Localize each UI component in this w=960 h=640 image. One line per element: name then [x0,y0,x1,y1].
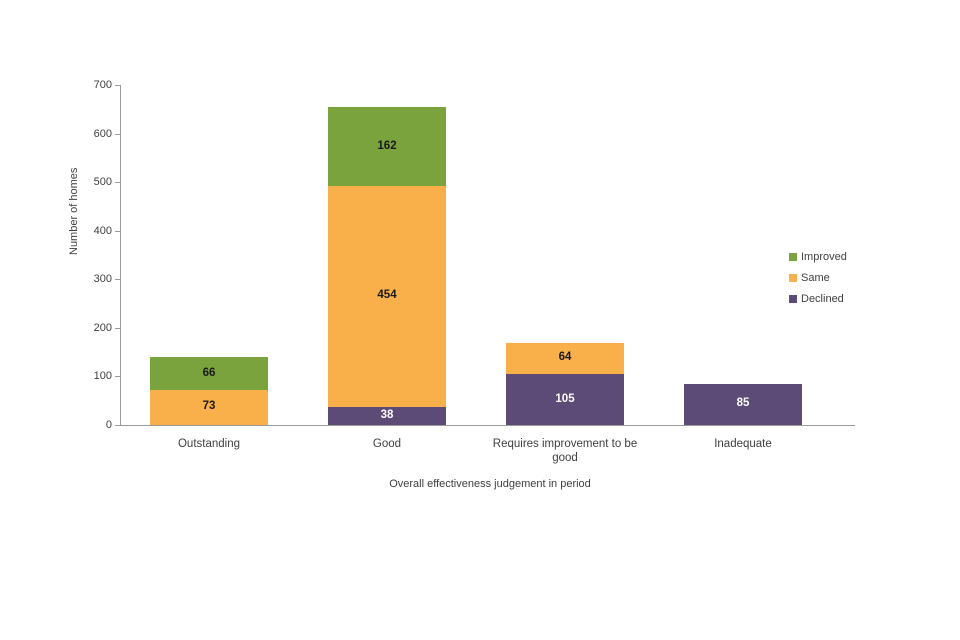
legend-label: Improved [801,250,847,263]
y-tick-label: 500 [93,176,112,189]
y-tick-mark [115,230,120,232]
y-tick-mark [115,133,120,135]
y-tick-mark [115,425,120,426]
bar-segment-declined [506,374,624,425]
bar-value-label: 38 [380,408,394,421]
bar-value-label: 105 [555,392,575,405]
legend: Improved Same Declined [789,246,847,309]
y-tick-label: 0 [105,419,112,431]
y-axis-line [120,85,121,426]
bar-segment-declined [684,383,802,425]
y-tick-mark [115,327,120,329]
bar-value-label: 162 [377,139,397,152]
bar-value-label: 454 [377,289,397,302]
category-label: Requires improvement to be good [492,438,638,464]
y-tick-mark [115,85,120,86]
bar-value-label: 66 [202,366,216,379]
legend-swatch-icon [789,252,797,261]
y-tick-label: 400 [93,224,112,237]
y-tick-label: 200 [93,321,112,334]
legend-item-declined: Declined [789,288,847,309]
y-tick-mark [115,279,120,281]
bar-segment-improved [150,357,268,390]
bar-segment-improved [328,107,446,186]
y-tick-label: 600 [93,127,112,140]
bar-value-label: 73 [202,400,216,413]
bar-value-label: 85 [736,397,750,410]
bar-segment-same [150,389,268,425]
y-tick-label: 700 [93,79,112,91]
bar-segment-declined [328,406,446,425]
bar-segment-same [328,186,446,407]
y-tick-mark [115,182,120,184]
legend-item-improved: Improved [789,246,847,267]
y-tick-label: 100 [93,370,112,383]
x-axis-title: Overall effectiveness judgement in perio… [389,478,591,490]
y-tick-mark [115,376,120,378]
bar-segment-same [506,342,624,374]
y-tick-label: 300 [93,273,112,286]
bar-value-label: 64 [558,351,572,364]
legend-item-same: Same [789,267,847,288]
category-label: Inadequate [714,438,772,450]
legend-label: Same [801,271,830,284]
category-label: Outstanding [177,438,240,450]
legend-label: Declined [801,292,844,305]
x-axis-line [120,425,855,426]
legend-swatch-icon [789,294,797,303]
category-label: Good [372,438,402,450]
legend-swatch-icon [789,273,797,282]
